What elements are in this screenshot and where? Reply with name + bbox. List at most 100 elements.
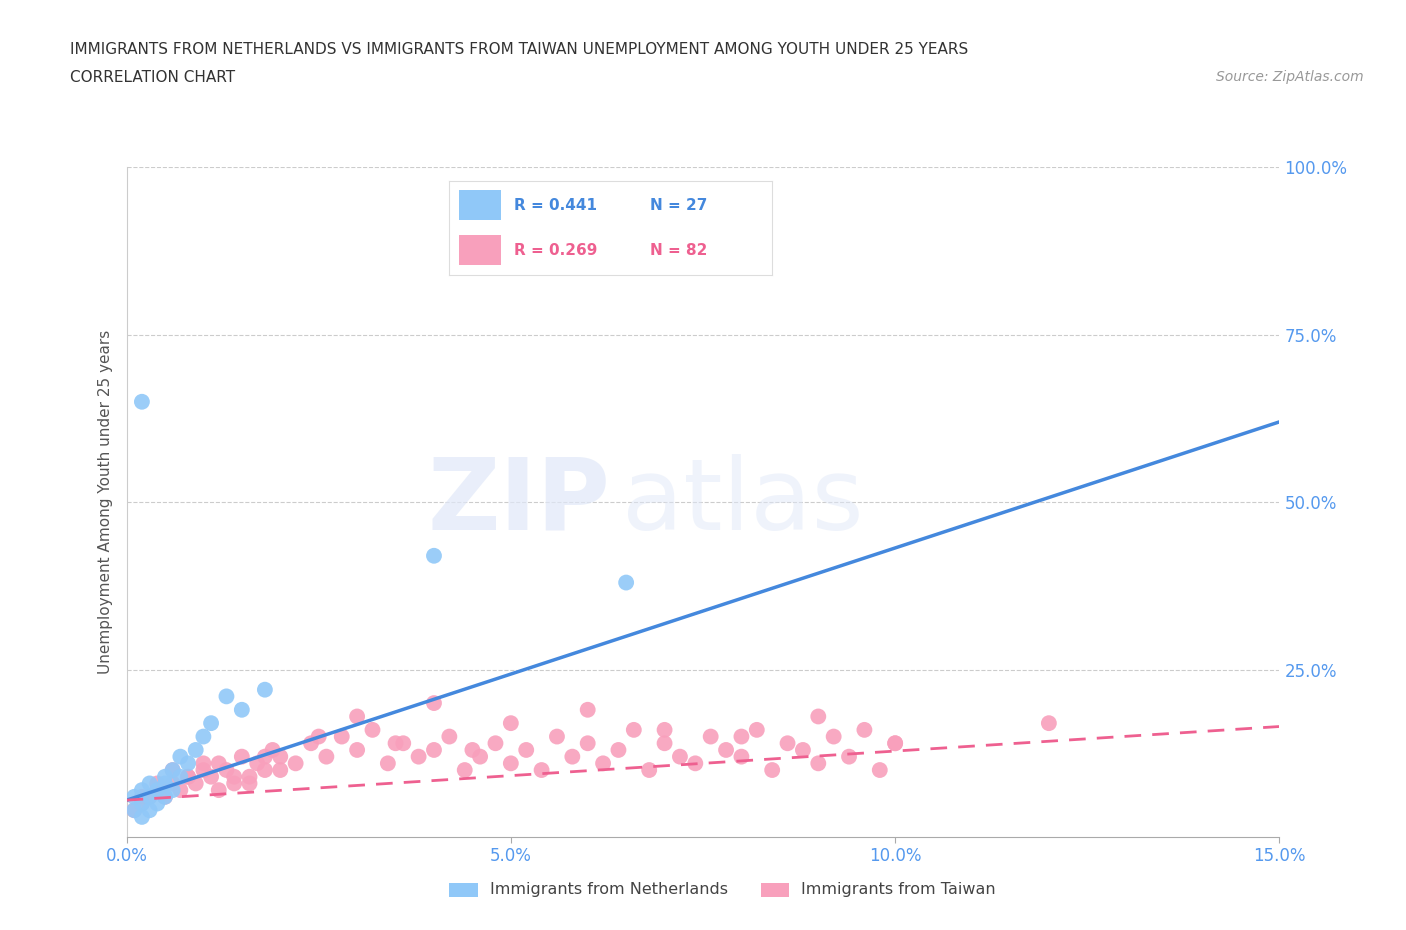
Point — [884, 736, 907, 751]
Point — [853, 723, 876, 737]
Point — [454, 763, 477, 777]
Point — [546, 729, 568, 744]
Point — [131, 790, 153, 804]
Point — [730, 729, 752, 744]
Point — [807, 709, 830, 724]
Point — [392, 736, 415, 751]
Point — [246, 756, 269, 771]
Point — [807, 756, 830, 771]
Point — [122, 803, 145, 817]
Point — [869, 763, 891, 777]
Point — [884, 736, 907, 751]
Point — [146, 776, 169, 790]
Point — [177, 769, 200, 784]
Point — [384, 736, 406, 751]
Bar — [450, 883, 478, 897]
Point — [184, 742, 207, 757]
Point — [253, 750, 276, 764]
Point — [561, 750, 583, 764]
Point — [576, 702, 599, 717]
Point — [408, 750, 430, 764]
Point — [208, 756, 231, 771]
Point — [153, 790, 176, 804]
Point — [215, 689, 238, 704]
Point — [607, 742, 630, 757]
Point — [1038, 716, 1060, 731]
Text: Immigrants from Taiwan: Immigrants from Taiwan — [801, 882, 995, 897]
Point — [253, 763, 276, 777]
Point — [484, 736, 506, 751]
Y-axis label: Unemployment Among Youth under 25 years: Unemployment Among Youth under 25 years — [97, 330, 112, 674]
Text: Immigrants from Netherlands: Immigrants from Netherlands — [489, 882, 728, 897]
Bar — [761, 883, 790, 897]
Point — [138, 790, 160, 804]
Point — [592, 756, 614, 771]
Point — [138, 803, 160, 817]
Point — [184, 776, 207, 790]
Point — [153, 769, 176, 784]
Point — [200, 716, 222, 731]
Point — [530, 763, 553, 777]
Point — [315, 750, 337, 764]
Point — [193, 763, 215, 777]
Point — [177, 769, 200, 784]
Point — [153, 776, 176, 790]
Point — [761, 763, 783, 777]
Point — [623, 723, 645, 737]
Point — [169, 783, 191, 798]
Point — [346, 709, 368, 724]
Point — [468, 750, 491, 764]
Point — [162, 763, 184, 777]
Point — [153, 790, 176, 804]
Point — [346, 742, 368, 757]
Point — [361, 723, 384, 737]
Point — [576, 736, 599, 751]
Point — [200, 769, 222, 784]
Point — [238, 769, 260, 784]
Text: Source: ZipAtlas.com: Source: ZipAtlas.com — [1216, 70, 1364, 84]
Point — [423, 549, 446, 564]
Point — [745, 723, 768, 737]
Point — [654, 723, 676, 737]
Point — [776, 736, 799, 751]
Point — [138, 776, 160, 790]
Point — [131, 796, 153, 811]
Point — [423, 696, 446, 711]
Point — [253, 683, 276, 698]
Point — [177, 756, 200, 771]
Point — [614, 575, 637, 590]
Point — [669, 750, 692, 764]
Point — [714, 742, 737, 757]
Point — [231, 750, 253, 764]
Point — [554, 247, 576, 262]
Point — [146, 796, 169, 811]
Point — [262, 742, 284, 757]
Point — [499, 756, 522, 771]
Point — [284, 756, 307, 771]
Point — [699, 729, 721, 744]
Text: ZIP: ZIP — [427, 454, 610, 551]
Point — [131, 394, 153, 409]
Point — [162, 763, 184, 777]
Text: CORRELATION CHART: CORRELATION CHART — [70, 70, 235, 85]
Point — [269, 750, 291, 764]
Point — [423, 742, 446, 757]
Point — [169, 769, 191, 784]
Point — [231, 702, 253, 717]
Point — [238, 776, 260, 790]
Point — [193, 729, 215, 744]
Point — [838, 750, 860, 764]
Point — [515, 742, 537, 757]
Point — [730, 750, 752, 764]
Point — [792, 742, 814, 757]
Point — [122, 803, 145, 817]
Point — [162, 783, 184, 798]
Point — [131, 796, 153, 811]
Point — [638, 763, 661, 777]
Point — [146, 783, 169, 798]
Point — [215, 763, 238, 777]
Point — [146, 783, 169, 798]
Point — [224, 769, 246, 784]
Point — [499, 716, 522, 731]
Point — [131, 809, 153, 824]
